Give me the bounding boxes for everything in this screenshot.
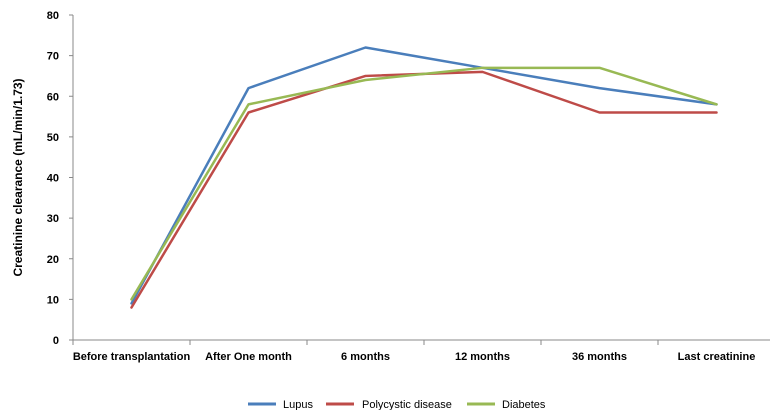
legend-label: Polycystic disease	[362, 399, 452, 410]
legend: Lupus Polycystic disease Diabetes	[248, 399, 546, 410]
y-tick-label: 10	[47, 294, 59, 306]
x-tick-label: Last creatinine	[678, 351, 756, 363]
y-tick-label: 50	[47, 132, 59, 144]
axes	[72, 15, 770, 341]
y-axis-label: Creatinine clearance (mL/min/1.73)	[11, 78, 25, 276]
series-line-lupus	[130, 46, 718, 305]
x-tick-label: 36 months	[572, 351, 627, 363]
y-tick-label: 60	[47, 91, 59, 103]
legend-label: Lupus	[283, 399, 313, 410]
x-tick-label: 6 months	[341, 351, 390, 363]
y-tick-label: 0	[53, 335, 59, 347]
x-tick-label: Before transplantation	[73, 351, 191, 363]
series-line-polycystic-disease	[130, 70, 718, 309]
y-tick-label: 70	[47, 51, 59, 63]
y-tick-label: 40	[47, 173, 59, 185]
x-axis-ticks: Before transplantation After One month 6 m…	[72, 340, 756, 363]
series-line-diabetes	[130, 66, 718, 301]
y-tick-label: 80	[47, 10, 59, 22]
y-axis-ticks: 0 10 20 30 40 50 60 70 80	[47, 10, 73, 347]
y-tick-label: 20	[47, 254, 59, 266]
series-lines	[130, 46, 718, 309]
x-tick-label: After One month	[205, 351, 292, 363]
legend-label: Diabetes	[502, 399, 546, 410]
y-tick-label: 30	[47, 213, 59, 225]
x-tick-label: 12 months	[455, 351, 510, 363]
